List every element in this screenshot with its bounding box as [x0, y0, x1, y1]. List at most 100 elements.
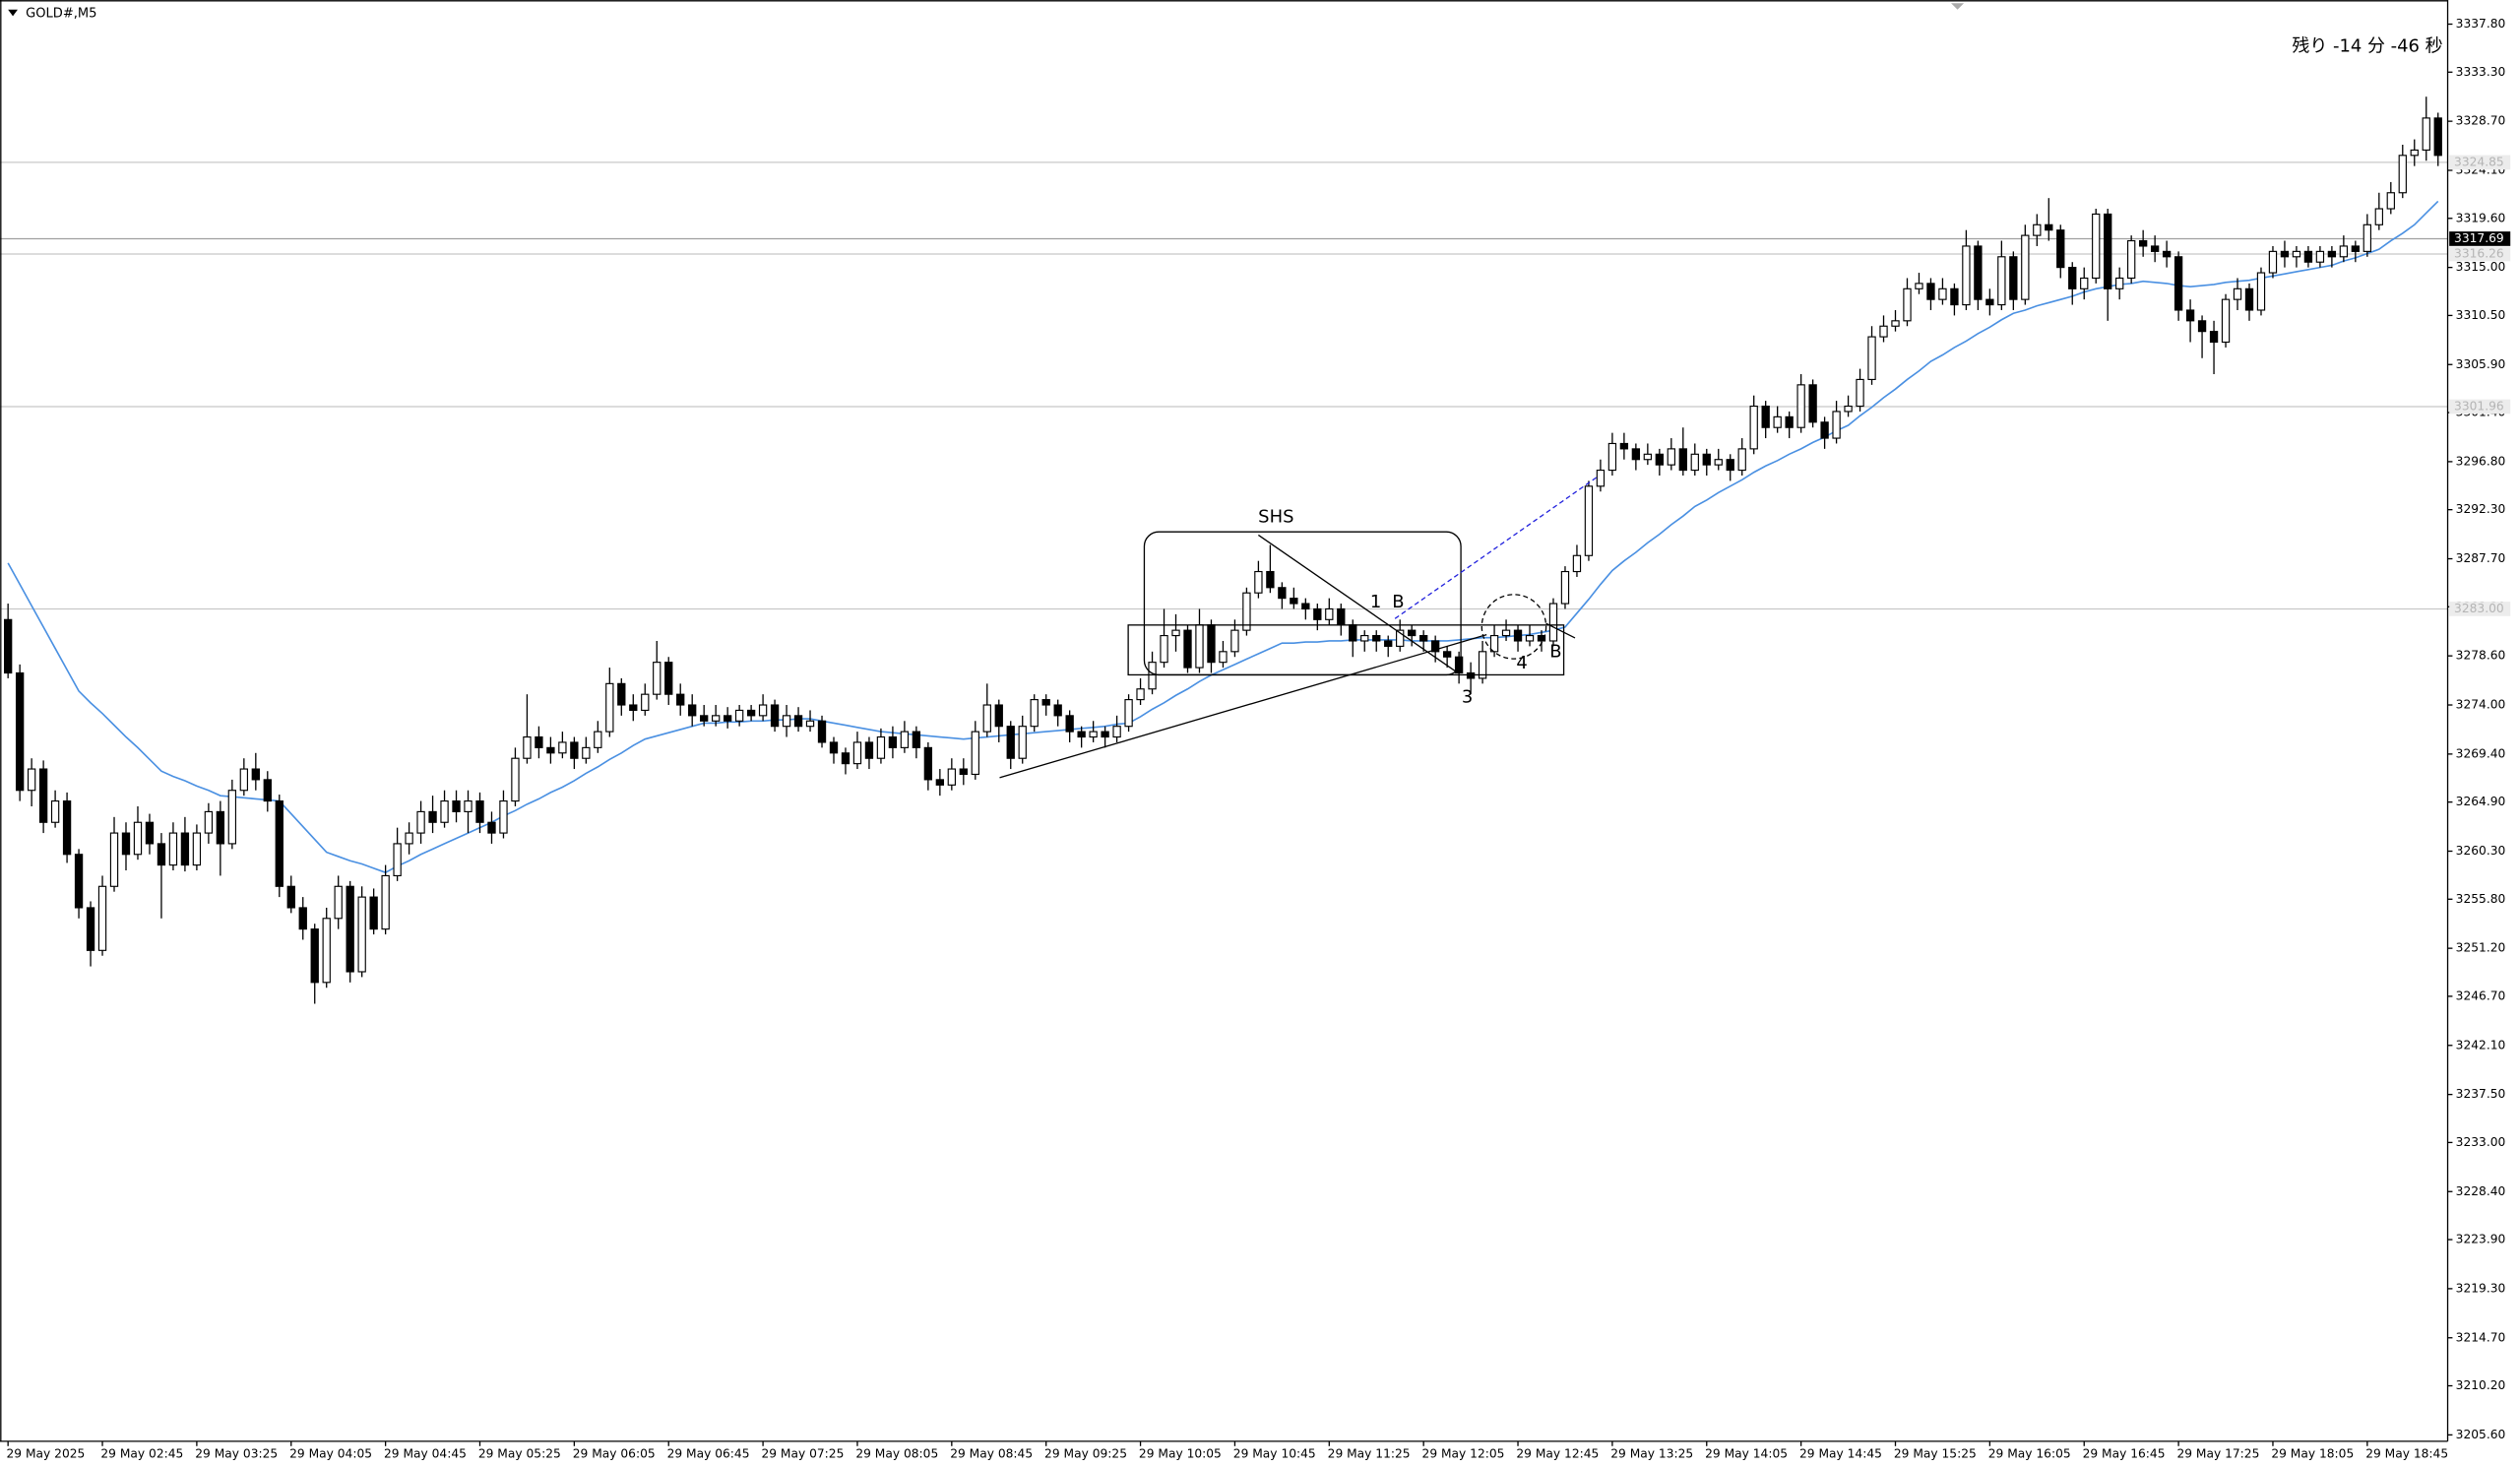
candle-body	[251, 768, 260, 781]
candle-body	[452, 799, 461, 812]
x-tick-label: 29 May 15:25	[1894, 1446, 1977, 1460]
candle-body	[2045, 223, 2053, 231]
projection-line	[1394, 475, 1600, 619]
candle-body	[1962, 245, 1971, 306]
candle-body	[2280, 250, 2290, 258]
candle-body	[2433, 117, 2442, 157]
candle-body	[27, 768, 36, 792]
candle-body	[1891, 320, 1900, 327]
candle-body	[947, 768, 956, 786]
y-tick-label: 3251.20	[2456, 941, 2506, 955]
y-tick-label: 3315.00	[2456, 260, 2506, 274]
candle-body	[1112, 726, 1121, 738]
candle-body	[121, 832, 131, 856]
candles	[3, 96, 2442, 1004]
candle-body	[1230, 629, 1239, 653]
x-tick-label: 29 May 06:05	[573, 1446, 656, 1460]
candle-body	[334, 885, 343, 920]
candle-body	[864, 741, 874, 759]
candle-body	[582, 746, 591, 759]
candle-body	[546, 746, 555, 754]
candle-body	[1737, 448, 1746, 472]
y-tick-label: 3328.70	[2456, 114, 2506, 128]
price-line-box	[2449, 155, 2511, 170]
candle-body	[1950, 287, 1959, 306]
candle-body	[1195, 624, 1204, 669]
x-tick-label: 29 May 14:05	[1705, 1446, 1788, 1460]
candle-body	[1785, 415, 1794, 428]
candle-body	[1879, 325, 1888, 338]
candle-body	[180, 832, 190, 866]
candle-body	[2021, 234, 2030, 300]
price-line-box	[2449, 602, 2511, 616]
ma-line	[7, 200, 2439, 874]
candle-body	[1808, 384, 1817, 423]
candle-body	[1997, 256, 2006, 306]
candle-body	[204, 810, 214, 834]
candle-body	[758, 704, 768, 717]
axes: 3337.803333.303328.703324.103319.603315.…	[7, 17, 2511, 1460]
x-tick-label: 29 May 06:45	[667, 1446, 750, 1460]
candle-body	[1041, 699, 1050, 706]
candle-body	[428, 810, 437, 823]
dashed-circle	[1480, 594, 1547, 660]
candle-body	[263, 779, 272, 802]
x-tick-label: 29 May 02:45	[100, 1446, 183, 1460]
y-tick-label: 3274.00	[2456, 698, 2506, 712]
x-tick-label: 29 May 03:25	[195, 1446, 278, 1460]
x-tick-label: 29 May 12:05	[1422, 1446, 1505, 1460]
candle-body	[676, 693, 685, 706]
candle-body	[594, 731, 602, 748]
y-tick-label: 3219.30	[2456, 1281, 2506, 1295]
candle-body	[982, 704, 991, 733]
candle-body	[2327, 250, 2337, 258]
candle-body	[393, 843, 402, 877]
x-tick-label: 29 May 14:45	[1799, 1446, 1882, 1460]
candle-body	[971, 731, 979, 776]
y-tick-label: 3264.90	[2456, 795, 2506, 808]
candle-body	[700, 715, 709, 722]
candle-body	[2185, 309, 2195, 322]
candle-body	[1384, 640, 1393, 647]
candle-body	[1278, 587, 1287, 600]
candle-body	[1631, 448, 1641, 461]
y-tick-label: 3305.90	[2456, 357, 2506, 371]
candle-body	[1513, 629, 1523, 642]
candle-body	[1349, 624, 1357, 642]
candle-body	[1643, 453, 1653, 461]
candle-body	[770, 704, 780, 728]
candle-body	[900, 731, 910, 748]
candle-body	[2221, 298, 2231, 344]
y-tick-label: 3246.70	[2456, 989, 2506, 1002]
price-line-label: 3316.26	[2454, 246, 2504, 260]
candle-body	[1254, 570, 1263, 594]
candle-body	[168, 832, 178, 866]
x-tick-label: 29 May 08:05	[855, 1446, 938, 1460]
candle-body	[2233, 287, 2242, 300]
candle-body	[1749, 405, 1758, 450]
candle-body	[1124, 699, 1133, 728]
candle-body	[2268, 250, 2278, 274]
candle-body	[2033, 223, 2042, 236]
current-price-box	[2449, 231, 2511, 246]
candle-body	[994, 704, 1003, 728]
candle-body	[1501, 629, 1511, 637]
candle-body	[2174, 256, 2183, 311]
x-tick-label: 29 May 12:45	[1516, 1446, 1599, 1460]
candle-body	[3, 618, 13, 674]
candle-body	[86, 907, 95, 951]
candle-body	[157, 843, 166, 866]
price-line-label: 3324.85	[2454, 155, 2504, 168]
candle-body	[1466, 671, 1476, 679]
candle-body	[1360, 634, 1369, 642]
candle-body	[1690, 453, 1699, 472]
candle-body	[688, 704, 697, 717]
candle-body	[1596, 469, 1606, 487]
candle-body	[1160, 634, 1168, 664]
x-tick-label: 29 May 10:05	[1139, 1446, 1222, 1460]
candle-body	[1572, 554, 1582, 573]
candle-body	[416, 810, 425, 834]
candle-body	[723, 715, 732, 722]
x-tick-label: 29 May 16:05	[1988, 1446, 2071, 1460]
